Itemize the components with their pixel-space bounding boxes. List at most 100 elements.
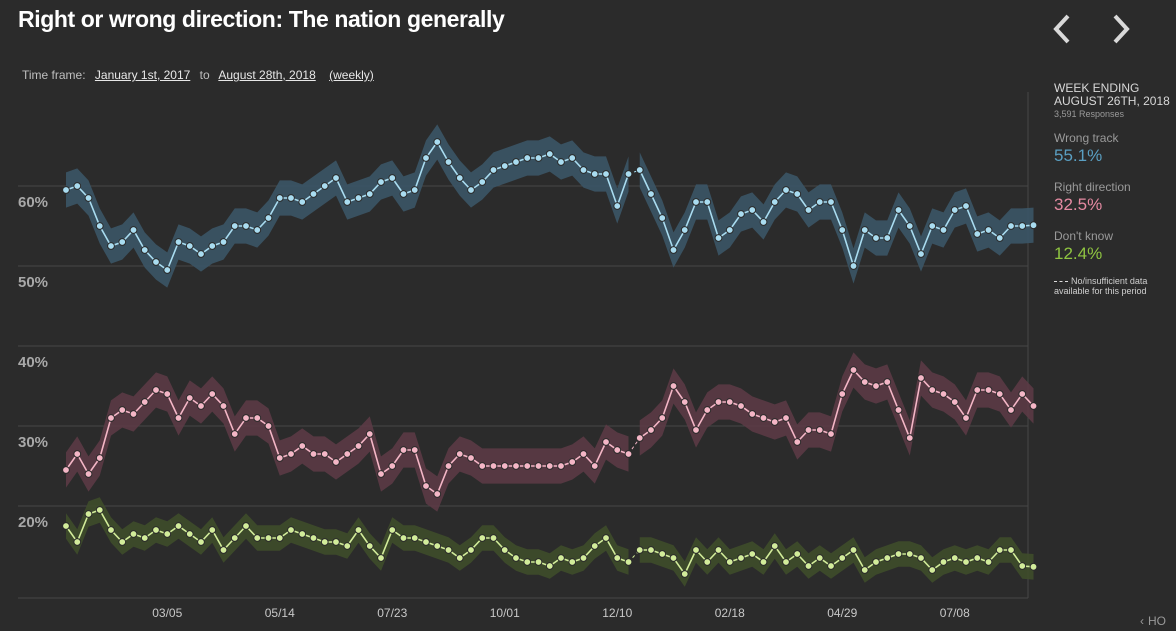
data-point [984,558,993,566]
data-point [140,398,149,406]
data-point [714,234,723,242]
data-point [647,190,655,198]
week-label: WEEK ENDING [1054,81,1140,95]
data-point [635,434,644,442]
y-tick-label: 20% [18,514,48,531]
no-data-note-text: No/insufficient data available for this … [1054,276,1148,296]
data-point [917,554,925,562]
ho-link[interactable]: ‹ HO [1140,614,1166,628]
data-point [377,554,385,562]
data-point [669,246,678,254]
data-point [635,166,644,174]
data-point [827,198,835,206]
data-point [939,390,948,398]
data-point [219,238,228,246]
data-point [410,446,419,454]
data-point [523,558,532,566]
data-point [129,410,138,418]
data-point [84,510,93,518]
data-point [995,390,1004,398]
data-point [782,414,790,422]
data-point [208,242,217,250]
x-tick-label: 05/14 [265,606,295,620]
legend-dont-know-value: 12.4% [1054,244,1103,263]
data-point [332,458,340,466]
data-point [973,386,982,394]
data-point [230,430,239,438]
data-point [174,238,183,246]
interval-link[interactable]: (weekly) [329,68,374,82]
data-point [354,526,363,534]
legend-wrong-track-label: Wrong track [1054,131,1119,145]
data-point [680,398,689,406]
data-point [219,402,228,410]
data-point [365,190,374,198]
data-point [962,202,970,210]
data-point [568,154,577,162]
data-point [422,482,430,490]
data-point [860,566,869,574]
data-point [860,226,869,234]
data-point [770,542,779,550]
data-point [1029,221,1038,230]
data-point [827,430,835,438]
data-point [287,194,295,202]
data-point [264,534,273,542]
data-point [680,570,689,578]
data-point [242,522,250,530]
data-point [467,546,475,554]
data-point [197,402,205,410]
data-point [602,438,610,446]
data-point [995,546,1004,554]
data-point [320,450,329,458]
data-point [827,562,835,570]
data-point [928,566,937,574]
data-point [793,550,802,558]
data-point [658,214,667,222]
data-point [309,450,318,458]
dashed-line-icon [1054,281,1068,283]
data-point [174,414,183,422]
next-button[interactable] [1104,12,1136,46]
x-tick-label: 03/05 [152,606,182,620]
x-tick-label: 07/23 [377,606,407,620]
data-point [242,222,250,230]
data-point [557,462,565,470]
data-point [163,266,172,274]
x-tick-label: 02/18 [715,606,745,620]
data-point [73,538,82,546]
data-point [804,426,813,434]
data-point [1018,562,1027,570]
data-point [512,462,520,470]
data-point [129,530,138,538]
timeframe-label: Time frame: [22,68,86,82]
data-point [489,166,498,174]
prev-button[interactable] [1047,12,1079,46]
start-date-link[interactable]: January 1st, 2017 [94,68,191,82]
data-point [185,530,194,538]
data-point [894,206,903,214]
week-date: AUGUST 26TH, 2018 [1054,94,1170,108]
data-point [467,186,475,194]
data-point [489,462,498,470]
data-point [602,534,610,542]
data-point [748,550,757,558]
page-title: Right or wrong direction: The nation gen… [18,6,505,32]
end-date-link[interactable]: August 28th, 2018 [218,68,316,82]
data-point [332,538,340,546]
data-point [309,534,318,542]
data-point [995,234,1004,242]
data-point [917,374,925,382]
response-count: 3,591 Responses [1054,109,1125,119]
confidence-band [66,372,629,512]
data-point [759,558,768,566]
line-chart: 60% 50% 40% 30% 20% 03/05 05/14 07/23 10/01 12/10… [18,92,1038,620]
data-point [163,530,172,538]
data-point [568,458,577,466]
to-label: to [199,68,210,82]
data-point [388,526,397,534]
data-point [703,558,712,566]
data-point [1007,546,1015,554]
data-point [253,534,262,542]
data-point [815,554,824,562]
